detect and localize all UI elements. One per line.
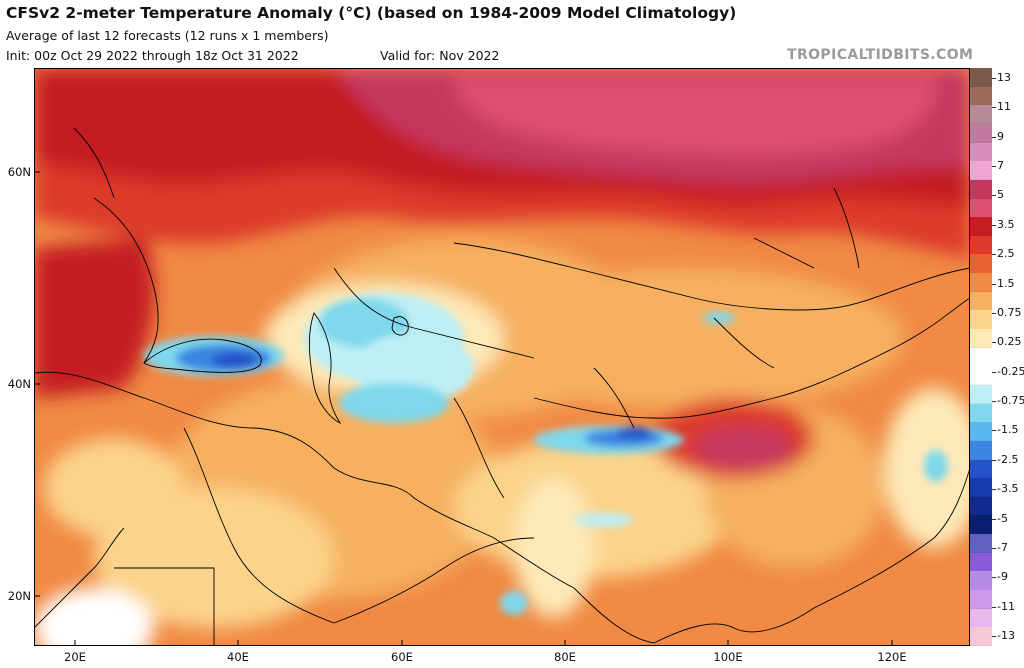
colorbar-swatch bbox=[970, 590, 992, 610]
colorbar-tick bbox=[992, 254, 996, 256]
colorbar-tick bbox=[992, 401, 996, 403]
map-frame bbox=[34, 68, 970, 646]
colorbar-swatch bbox=[970, 608, 992, 628]
colorbar-label: -7 bbox=[997, 540, 1008, 554]
colorbar-swatch bbox=[970, 254, 992, 274]
colorbar-tick bbox=[992, 636, 996, 637]
colorbar-swatch bbox=[970, 496, 992, 516]
colorbar-tick bbox=[992, 547, 996, 549]
colorbar-label: -3.5 bbox=[997, 482, 1019, 496]
colorbar-label: 13 bbox=[997, 71, 1011, 84]
caspian-sea-outline bbox=[308, 312, 342, 425]
colorbar-swatch bbox=[970, 384, 992, 405]
colorbar-swatch bbox=[970, 217, 992, 237]
colorbar-tick bbox=[992, 283, 996, 285]
colorbar-swatch bbox=[970, 105, 992, 125]
colorbar-label: 1.5 bbox=[997, 276, 1015, 290]
colorbar-tick bbox=[992, 166, 996, 168]
colorbar-swatch bbox=[970, 478, 992, 498]
lon-label-20e: 20E bbox=[64, 650, 86, 664]
colorbar-swatch bbox=[970, 459, 992, 479]
colorbar-label: 0.75 bbox=[997, 305, 1022, 319]
colorbar-tick bbox=[992, 342, 996, 344]
colorbar-swatch bbox=[970, 179, 992, 199]
colorbar-swatch bbox=[970, 161, 992, 181]
lat-label-40n: 40N bbox=[7, 377, 31, 391]
colorbar-swatch bbox=[970, 123, 992, 144]
colorbar-swatch bbox=[970, 422, 992, 442]
colorbar-swatch bbox=[970, 142, 992, 162]
valid-time-label: Valid for: Nov 2022 bbox=[380, 48, 500, 63]
colorbar-swatch bbox=[970, 329, 992, 349]
colorbar-tick bbox=[992, 459, 996, 461]
init-time-label: Init: 00z Oct 29 2022 through 18z Oct 31… bbox=[6, 48, 299, 63]
colorbar-tick bbox=[992, 371, 996, 373]
colorbar-legend: 13 11 9 7 5 3.5 2.5 1.5 0.75 0.25 -0.25 -0.75 -1.5 -2… bbox=[970, 68, 1024, 647]
chart-header: CFSv2 2-meter Temperature Anomaly (°C) (… bbox=[0, 0, 1024, 68]
colorbar-swatch bbox=[970, 534, 992, 554]
colorbar-label: -5 bbox=[997, 511, 1008, 525]
lat-label-60n: 60N bbox=[7, 165, 31, 179]
colorbar-label: -9 bbox=[997, 570, 1008, 584]
colorbar-tick bbox=[992, 577, 996, 579]
lon-label-40e: 40E bbox=[227, 650, 249, 664]
colorbar-label: -0.25 bbox=[997, 364, 1024, 378]
colorbar-label: 9 bbox=[997, 129, 1004, 143]
lat-label-20n: 20N bbox=[7, 589, 31, 603]
colorbar-label: -13 bbox=[997, 629, 1015, 642]
forecast-subtitle: Average of last 12 forecasts (12 runs x … bbox=[6, 28, 329, 43]
colorbar-label: -1.5 bbox=[997, 423, 1019, 437]
colorbar-swatch bbox=[970, 310, 992, 330]
colorbar-label: 2.5 bbox=[997, 247, 1015, 261]
borders bbox=[34, 127, 970, 646]
colorbar-tick bbox=[992, 606, 996, 608]
colorbar-swatch bbox=[970, 198, 992, 218]
colorbar-swatch bbox=[970, 571, 992, 591]
colorbar-label: -11 bbox=[997, 599, 1015, 613]
lon-label-80e: 80E bbox=[554, 650, 576, 664]
colorbar-tick bbox=[992, 136, 996, 138]
colorbar-swatch bbox=[970, 347, 992, 367]
colorbar-swatch bbox=[970, 403, 992, 423]
watermark: TROPICALTIDBITS.COM bbox=[787, 47, 974, 63]
page-title: CFSv2 2-meter Temperature Anomaly (°C) (… bbox=[6, 4, 737, 22]
colorbar-swatch bbox=[970, 627, 992, 647]
aral-sea-outline bbox=[391, 316, 409, 336]
colorbar-swatch bbox=[970, 273, 992, 293]
colorbar-tick bbox=[992, 78, 996, 79]
colorbar-label: 5 bbox=[997, 188, 1004, 202]
lon-label-100e: 100E bbox=[713, 650, 743, 664]
colorbar-tick bbox=[992, 195, 996, 197]
colorbar-swatch bbox=[970, 291, 992, 311]
colorbar-label: 11 bbox=[997, 100, 1011, 114]
colorbar-tick bbox=[992, 518, 996, 520]
colorbar-swatch bbox=[970, 366, 992, 386]
cool-anomalies bbox=[144, 293, 948, 615]
colorbar-swatch bbox=[970, 86, 992, 106]
colorbar-label: -2.5 bbox=[997, 452, 1019, 466]
colorbar-tick bbox=[992, 224, 996, 226]
lon-label-60e: 60E bbox=[391, 650, 413, 664]
anomaly-map[interactable] bbox=[34, 68, 970, 646]
colorbar-swatch bbox=[970, 552, 992, 572]
colorbar-label: 0.25 bbox=[997, 335, 1022, 349]
colorbar-tick bbox=[992, 107, 996, 109]
colorbar-swatch bbox=[970, 440, 992, 461]
map-canvas bbox=[34, 68, 970, 646]
colorbar-swatch bbox=[970, 68, 992, 88]
colorbar-tick bbox=[992, 312, 996, 314]
colorbar-swatch bbox=[970, 235, 992, 255]
lon-label-120e: 120E bbox=[877, 650, 907, 664]
black-sea-outline bbox=[143, 338, 262, 373]
colorbar-label: 7 bbox=[997, 159, 1004, 173]
colorbar-label: -0.75 bbox=[997, 394, 1024, 408]
colorbar-label: 3.5 bbox=[997, 217, 1015, 231]
colorbar-swatch bbox=[970, 515, 992, 535]
colorbar-tick bbox=[992, 430, 996, 432]
colorbar-tick bbox=[992, 489, 996, 491]
